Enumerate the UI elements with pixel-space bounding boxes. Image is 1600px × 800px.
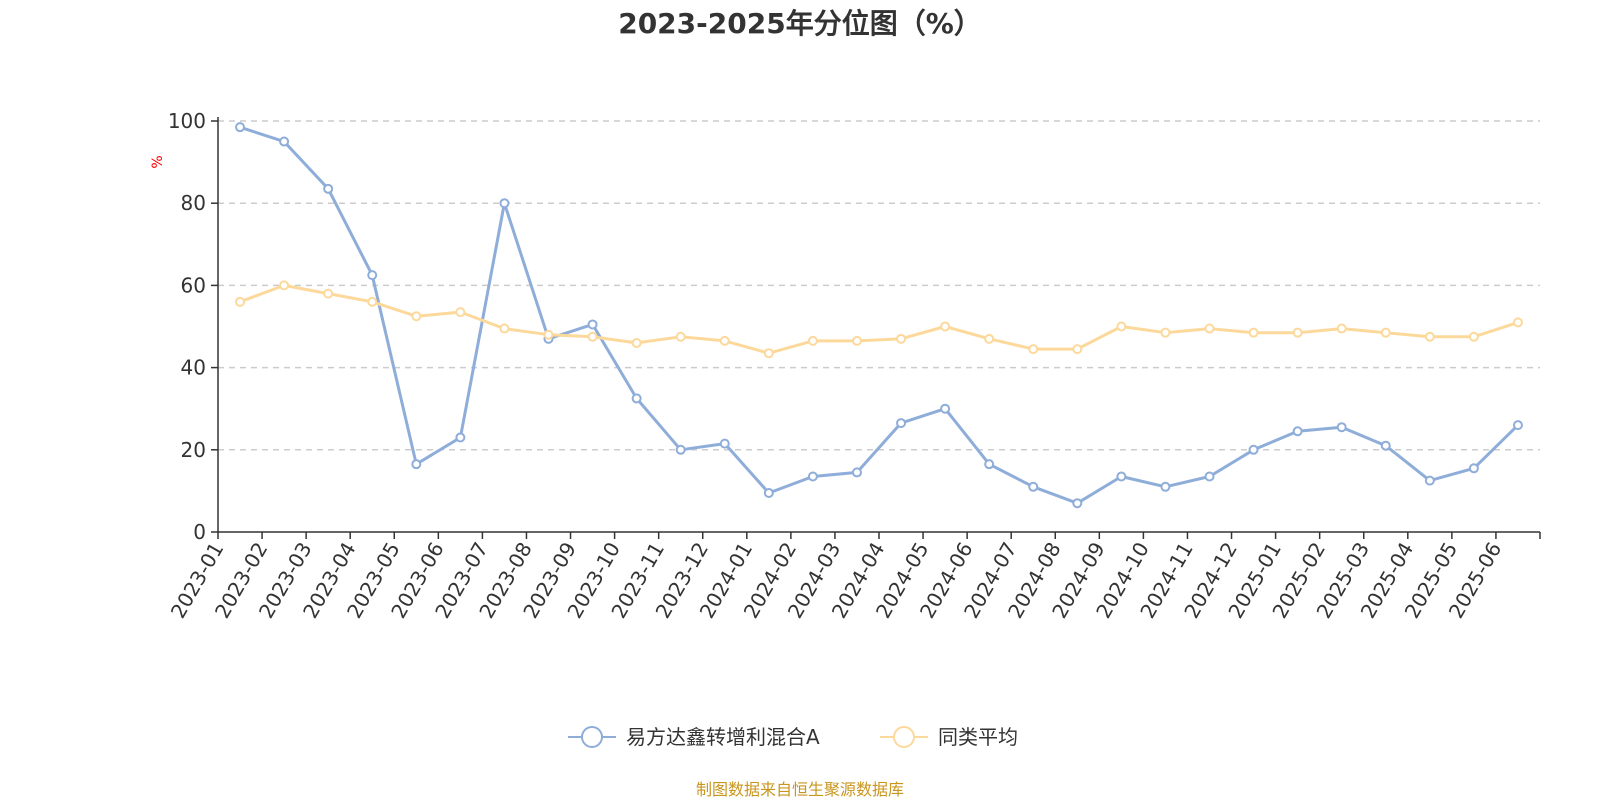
y-tick-label: 100 — [168, 109, 206, 133]
data-point[interactable] — [1248, 327, 1259, 338]
data-point[interactable] — [1292, 426, 1303, 437]
axes: 0204060801002023-012023-022023-032023-04… — [166, 109, 1541, 622]
data-point[interactable] — [1468, 463, 1479, 474]
y-tick-label: 40 — [181, 356, 206, 380]
data-point[interactable] — [851, 467, 862, 478]
data-point[interactable] — [984, 333, 995, 344]
y-tick-label: 0 — [193, 520, 206, 544]
data-point[interactable] — [1116, 471, 1127, 482]
legend-label: 同类平均 — [938, 725, 1018, 749]
grid-lines — [218, 120, 1540, 451]
data-point[interactable] — [323, 288, 334, 299]
data-point[interactable] — [984, 459, 995, 470]
data-point[interactable] — [455, 432, 466, 443]
data-point[interactable] — [279, 136, 290, 147]
data-point[interactable] — [896, 418, 907, 429]
data-point[interactable] — [323, 183, 334, 194]
data-point[interactable] — [1512, 420, 1523, 431]
data-point[interactable] — [763, 348, 774, 359]
legend-label: 易方达鑫转增利混合A — [626, 725, 820, 749]
data-point[interactable] — [631, 337, 642, 348]
data-point[interactable] — [1204, 471, 1215, 482]
data-point[interactable] — [235, 122, 246, 133]
legend-item[interactable]: 同类平均 — [880, 725, 1018, 749]
series-1 — [235, 122, 1523, 509]
data-point[interactable] — [411, 311, 422, 322]
data-point[interactable] — [1204, 323, 1215, 334]
series-2 — [235, 280, 1523, 359]
data-point[interactable] — [587, 319, 598, 330]
data-point[interactable] — [763, 487, 774, 498]
legend-item[interactable]: 易方达鑫转增利混合A — [568, 725, 820, 749]
series-layer — [235, 122, 1523, 509]
data-point[interactable] — [1292, 327, 1303, 338]
legend-circle-icon — [581, 726, 603, 748]
data-point[interactable] — [1468, 331, 1479, 342]
data-point[interactable] — [367, 270, 378, 281]
data-point[interactable] — [1072, 498, 1083, 509]
data-point[interactable] — [1072, 344, 1083, 355]
data-point[interactable] — [587, 331, 598, 342]
data-point[interactable] — [1424, 331, 1435, 342]
data-point[interactable] — [631, 393, 642, 404]
data-point[interactable] — [1116, 321, 1127, 332]
chart-title: 2023-2025年分位图（%） — [618, 7, 982, 40]
y-tick-label: 80 — [181, 191, 206, 215]
y-tick-label: 60 — [181, 273, 206, 297]
data-point[interactable] — [1028, 344, 1039, 355]
data-point[interactable] — [675, 444, 686, 455]
data-point[interactable] — [675, 331, 686, 342]
data-point[interactable] — [455, 307, 466, 318]
legend-circle-icon — [893, 726, 915, 748]
data-point[interactable] — [411, 459, 422, 470]
data-point[interactable] — [1512, 317, 1523, 328]
data-point[interactable] — [896, 333, 907, 344]
data-point[interactable] — [499, 198, 510, 209]
data-point[interactable] — [367, 296, 378, 307]
legend[interactable]: 易方达鑫转增利混合A 同类平均 — [568, 725, 1018, 749]
y-axis-unit-label: % — [150, 155, 166, 168]
data-point[interactable] — [807, 335, 818, 346]
data-point[interactable] — [807, 471, 818, 482]
data-point[interactable] — [719, 335, 730, 346]
data-point[interactable] — [279, 280, 290, 291]
y-tick-label: 20 — [181, 438, 206, 462]
data-point[interactable] — [1424, 475, 1435, 486]
data-point[interactable] — [235, 296, 246, 307]
data-point[interactable] — [543, 329, 554, 340]
data-point[interactable] — [1380, 327, 1391, 338]
data-point[interactable] — [1160, 481, 1171, 492]
series-line — [239, 125, 1520, 505]
data-point[interactable] — [1160, 327, 1171, 338]
data-point[interactable] — [1028, 481, 1039, 492]
data-point[interactable] — [1248, 444, 1259, 455]
source-note: 制图数据来自恒生聚源数据库 — [696, 780, 904, 799]
data-point[interactable] — [940, 403, 951, 414]
data-point[interactable] — [1380, 440, 1391, 451]
data-point[interactable] — [940, 321, 951, 332]
data-point[interactable] — [499, 323, 510, 334]
data-point[interactable] — [719, 438, 730, 449]
series-line — [239, 283, 1519, 355]
data-point[interactable] — [1336, 323, 1347, 334]
data-point[interactable] — [1336, 422, 1347, 433]
data-point[interactable] — [851, 335, 862, 346]
